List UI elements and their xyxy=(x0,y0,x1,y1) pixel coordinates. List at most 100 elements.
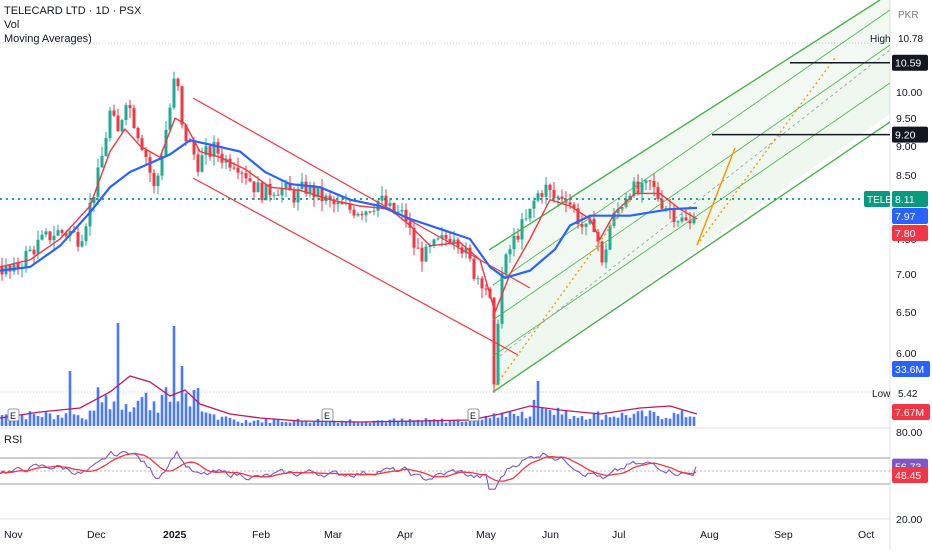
volume-bar xyxy=(20,414,24,426)
candle-body xyxy=(180,86,184,125)
volume-bar xyxy=(88,410,92,426)
overlay-lines xyxy=(0,0,890,393)
volume-bar xyxy=(396,420,400,426)
candle-body xyxy=(196,154,200,172)
volume-bar xyxy=(424,418,428,426)
volume-bar xyxy=(556,407,560,426)
volume-bar xyxy=(572,415,576,426)
volume-bar xyxy=(464,421,468,426)
volume-bar xyxy=(516,416,520,426)
volume-bar xyxy=(332,420,336,426)
candle-body xyxy=(676,221,680,223)
time-axis-label: Mar xyxy=(324,529,343,541)
candle-body xyxy=(616,209,620,213)
candle-body xyxy=(484,288,488,290)
volume-ma-value-label: 7.67M xyxy=(895,407,924,419)
volume-bar xyxy=(148,410,152,426)
time-axis-label: Feb xyxy=(252,529,270,541)
volume-bar xyxy=(268,422,272,426)
candle-body xyxy=(88,202,92,227)
candlesticks xyxy=(0,71,696,393)
candle-body xyxy=(360,213,364,216)
volume-bar xyxy=(608,417,612,426)
candle-body xyxy=(204,146,208,156)
volume-bar xyxy=(672,412,676,426)
candle-body xyxy=(504,254,508,274)
volume-bar xyxy=(64,413,68,426)
candle-body xyxy=(424,246,428,262)
candle-body xyxy=(120,120,124,132)
candle-body xyxy=(680,217,684,222)
volume-bar xyxy=(644,416,648,426)
candle-body xyxy=(12,263,16,272)
volume-bar xyxy=(8,418,12,426)
moving-averages-indicator-label[interactable]: Moving Averages) xyxy=(4,33,92,45)
volume-bar xyxy=(84,419,88,426)
blue-ma-value-label-bg xyxy=(892,208,928,225)
volume-bar xyxy=(484,416,488,426)
earnings-marker-label: E xyxy=(10,411,16,421)
volume-ma-value-label-bg xyxy=(892,404,930,420)
volume-bar xyxy=(100,402,104,426)
candle-body xyxy=(636,181,640,193)
volume-bar xyxy=(212,414,216,426)
volume-bar xyxy=(360,422,364,426)
candle-body xyxy=(440,234,444,239)
rsi-pane xyxy=(0,450,890,490)
volume-bar xyxy=(660,419,664,426)
candle-body xyxy=(624,199,628,207)
volume-indicator-label[interactable]: Vol xyxy=(4,19,20,31)
volume-bar xyxy=(400,418,404,426)
volume-bar xyxy=(336,422,340,426)
candle-body xyxy=(584,223,588,227)
candle-body xyxy=(600,241,604,263)
volume-bar xyxy=(236,421,240,426)
volume-bar xyxy=(132,407,136,426)
volume-bar xyxy=(48,413,52,426)
candle-body xyxy=(32,249,36,255)
volume-bar xyxy=(408,419,412,426)
candle-body xyxy=(444,234,448,239)
time-axis-label: Jul xyxy=(612,529,625,541)
candle-body xyxy=(340,202,344,205)
volume-bar xyxy=(296,418,300,426)
candle-body xyxy=(288,182,292,191)
projection-dotted-line-1 xyxy=(495,185,641,386)
candle-body xyxy=(464,247,468,254)
candle-body xyxy=(508,249,512,255)
candle-body xyxy=(16,263,20,269)
volume-bar xyxy=(72,414,76,426)
channel-median-dashed-line xyxy=(499,49,890,357)
volume-bar xyxy=(292,420,296,426)
volume-bar xyxy=(680,410,684,426)
volume-bar xyxy=(356,422,360,426)
candle-body xyxy=(144,149,148,158)
low-text-label: Low xyxy=(872,389,891,400)
volume-bar xyxy=(340,420,344,426)
time-axis-label: Nov xyxy=(4,529,23,541)
candle-body xyxy=(240,172,244,174)
volume-bar xyxy=(540,407,544,426)
candle-body xyxy=(148,157,152,173)
candle-body xyxy=(608,225,612,250)
rsi-moving-average-line xyxy=(0,452,697,482)
channel-fills xyxy=(493,0,890,393)
candle-body xyxy=(536,193,540,201)
volume-bar xyxy=(284,422,288,426)
volume-bar xyxy=(520,411,524,426)
ticker-badge-bg xyxy=(864,191,890,208)
rsi-indicator-label[interactable]: RSI xyxy=(4,434,23,446)
volume-bar xyxy=(640,410,644,426)
candle-body xyxy=(280,188,284,196)
last-price-label: 8.11 xyxy=(895,194,915,206)
price-tick-label: 7.00 xyxy=(896,269,917,281)
volume-bar xyxy=(108,409,112,426)
volume-bar xyxy=(368,422,372,426)
candle-body xyxy=(184,124,188,142)
volume-bar xyxy=(532,399,536,426)
volume-bar xyxy=(272,419,276,426)
volume-bar xyxy=(380,420,384,426)
candle-body xyxy=(320,187,324,202)
